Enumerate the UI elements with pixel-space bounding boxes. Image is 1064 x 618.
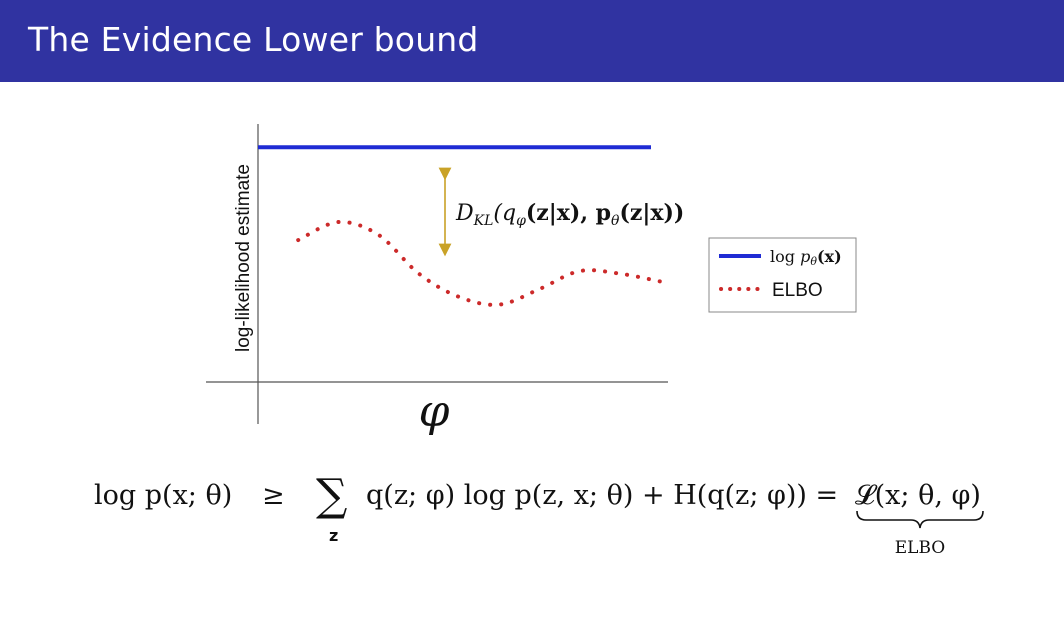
legend: log pθ(x) ELBO <box>708 237 857 313</box>
formula-sum: ∑ <box>316 470 347 521</box>
formula-underbrace-label: ELBO <box>895 538 945 558</box>
formula-lhs: log p(x; θ) <box>94 480 232 511</box>
formula-sum-subscript: z <box>329 526 338 545</box>
formula-underbrace <box>856 510 984 529</box>
legend-box <box>708 237 857 313</box>
kl-annotation: DKL(qφ(z|x), pθ(z|x)) <box>455 200 684 229</box>
y-axis-label: log-likelihood estimate <box>233 164 254 352</box>
x-axis-label: φ <box>419 386 450 437</box>
formula-rhs: q(z; φ) log p(z, x; θ) + H(q(z; φ)) = <box>366 480 838 511</box>
elbo-series-curve <box>296 219 662 307</box>
formula-geq: ≥ <box>262 480 285 511</box>
legend-log-p-label: log pθ(x) <box>770 247 842 268</box>
title-bar: The Evidence Lower bound <box>0 0 1064 82</box>
formula-elbo-expression: 𝓛(x; θ, φ) <box>855 480 981 511</box>
legend-elbo-label: ELBO <box>772 280 823 301</box>
slide-title: The Evidence Lower bound <box>28 20 479 59</box>
